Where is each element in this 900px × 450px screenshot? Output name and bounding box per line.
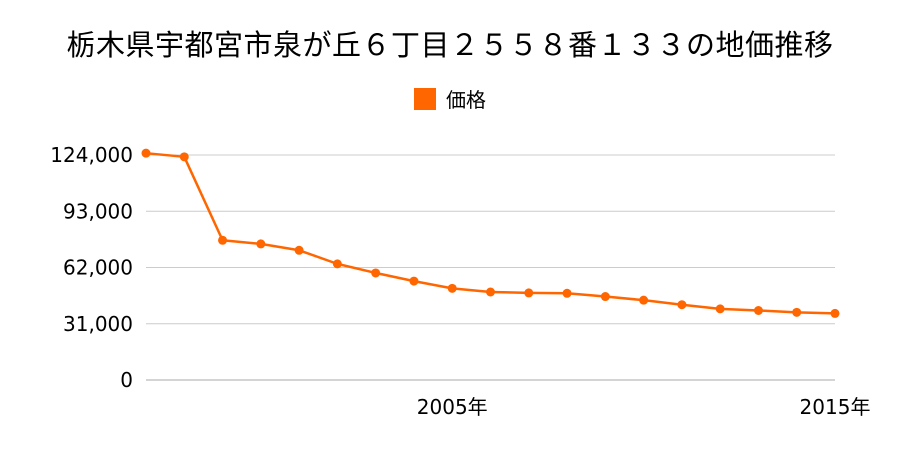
legend: 価格 xyxy=(0,84,900,113)
y-tick-label: 124,000 xyxy=(50,143,133,167)
data-point xyxy=(600,292,610,302)
data-point xyxy=(677,300,687,310)
x-axis-tick-labels: 2005年 2015年 xyxy=(417,395,871,419)
data-point xyxy=(639,295,649,305)
data-point xyxy=(524,288,534,298)
data-point xyxy=(218,235,228,245)
data-point xyxy=(179,152,189,162)
legend-swatch xyxy=(414,87,436,110)
gridlines xyxy=(146,154,835,381)
legend-label: 価格 xyxy=(446,88,486,112)
data-point xyxy=(409,276,419,286)
y-tick-label: 31,000 xyxy=(63,312,133,336)
data-point xyxy=(371,268,381,278)
data-point xyxy=(715,304,725,314)
y-tick-label: 62,000 xyxy=(63,256,133,280)
chart-title: 栃木県宇都宮市泉が丘６丁目２５５８番１３３の地価推移 xyxy=(66,28,834,62)
x-tick-label: 2005年 xyxy=(417,395,488,419)
data-point xyxy=(753,306,763,316)
y-axis-tick-labels: 0 31,000 62,000 93,000 124,000 xyxy=(50,143,133,392)
data-point xyxy=(256,239,266,249)
x-tick-label: 2015年 xyxy=(800,395,871,419)
data-point xyxy=(332,259,342,269)
data-point xyxy=(294,245,304,255)
y-tick-label: 93,000 xyxy=(63,199,133,223)
data-point xyxy=(486,287,495,297)
data-point xyxy=(792,307,802,317)
series-price xyxy=(141,148,840,318)
data-point xyxy=(830,308,840,318)
y-tick-label: 0 xyxy=(120,368,133,392)
data-point xyxy=(141,148,151,158)
data-point xyxy=(562,288,572,298)
data-point xyxy=(447,283,457,293)
